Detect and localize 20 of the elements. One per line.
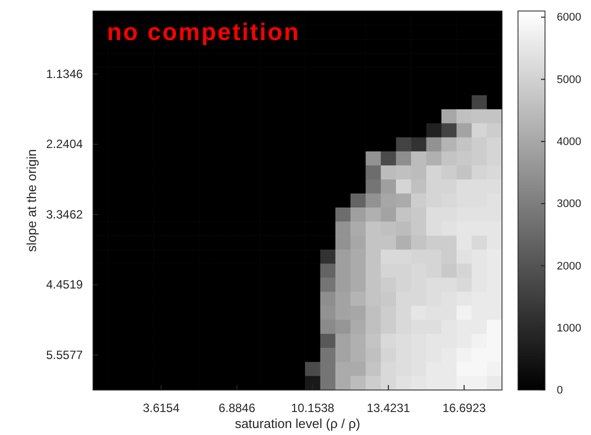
color-bar-label: 4000 [556, 136, 582, 148]
y-tick-label: 3.3462 [46, 207, 84, 222]
color-bar-label: 1000 [556, 322, 582, 334]
x-tick-label: 16.6923 [442, 401, 486, 416]
y-tick-label: 5.5577 [46, 348, 84, 362]
x-tick-label: 13.4231 [366, 401, 410, 416]
x-tick-label: 10.1538 [290, 401, 335, 416]
color-bar-label: 0 [556, 384, 563, 397]
color-bar-label: 3000 [556, 198, 582, 210]
color-bar-label: 6000 [556, 12, 582, 24]
color-bar-label: 5000 [556, 74, 582, 86]
y-axis-title: slope at the origin [24, 149, 39, 252]
x-tick-label: 6.8846 [218, 401, 256, 416]
x-axis-title: saturation level (ρ / ρ) [234, 416, 360, 431]
x-tick-label: 3.6154 [142, 401, 180, 416]
color-bar-label: 2000 [556, 260, 582, 272]
y-tick-label: 2.2404 [46, 137, 84, 152]
chart-title: no competition [107, 19, 300, 46]
y-tick-label: 4.4519 [46, 278, 84, 292]
y-tick-label: 1.1346 [46, 67, 84, 82]
